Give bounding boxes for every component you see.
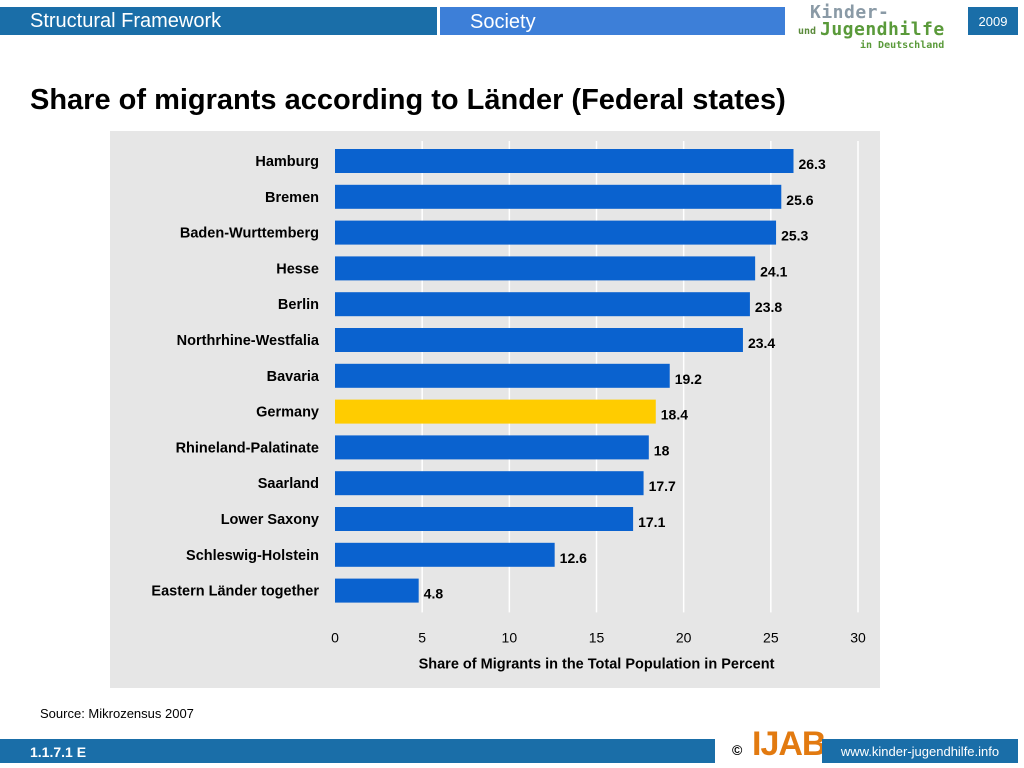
copyright-symbol: © [732, 742, 743, 758]
bar [335, 220, 777, 245]
logo-line-3: in Deutschland [860, 40, 945, 51]
header-topic-title: Society [440, 7, 785, 35]
category-label: Saarland [258, 476, 319, 492]
bar [335, 471, 644, 496]
bar-chart: 0 5 10 15 20 25 30 Hamburg 26.3 Bremen 25.6 Baden-W… [110, 131, 880, 688]
data-label: 18.4 [661, 407, 688, 423]
data-label: 4.8 [424, 586, 444, 602]
kinder-jugendhilfe-logo: Kinder- und Jugendhilfe in Deutschland [798, 2, 958, 52]
bar [335, 363, 670, 388]
bar [335, 578, 419, 603]
category-label: Eastern Länder together [151, 584, 319, 600]
category-label: Germany [256, 405, 319, 421]
data-label: 19.2 [675, 371, 702, 387]
bar [335, 328, 743, 352]
category-label: Baden-Wurttemberg [180, 226, 319, 242]
logo-line-2-prefix: und [798, 26, 817, 37]
category-label: Lower Saxony [221, 512, 319, 528]
bar [335, 542, 555, 567]
chart-container: 0 5 10 15 20 25 30 Hamburg 26.3 Bremen 25.6 Baden-W… [110, 131, 880, 688]
data-label: 23.4 [748, 335, 775, 351]
bar [335, 399, 656, 424]
category-label: Hesse [276, 261, 319, 277]
category-label: Berlin [278, 297, 319, 313]
logo-line-1: Kinder- [810, 2, 890, 23]
logo-line-2: Jugendhilfe [820, 19, 945, 40]
category-label: Bremen [265, 190, 319, 206]
x-axis-label: Share of Migrants in the Total Populatio… [419, 656, 775, 672]
ijab-logo: IJAB [752, 725, 826, 767]
data-label: 17.1 [638, 514, 665, 530]
x-tick-label: 0 [331, 629, 339, 645]
x-tick-label: 10 [502, 629, 518, 645]
data-label: 26.3 [798, 156, 825, 172]
bar [335, 292, 750, 317]
footer-bar: 1.1.7.1 E [0, 739, 715, 763]
source-note: Source: Mikrozensus 2007 [40, 706, 194, 721]
x-tick-label: 30 [850, 629, 866, 645]
category-label: Hamburg [255, 154, 319, 170]
data-label: 17.7 [649, 478, 676, 494]
data-label: 25.3 [781, 228, 808, 244]
website-link[interactable]: www.kinder-jugendhilfe.info [822, 739, 1018, 763]
data-label: 23.8 [755, 299, 782, 315]
data-label: 18 [654, 442, 670, 458]
header-section-title: Structural Framework [0, 7, 437, 35]
x-tick-label: 15 [589, 629, 605, 645]
x-tick-label: 25 [763, 629, 779, 645]
header-bar: Structural Framework Society [0, 7, 785, 35]
ijab-logo-text: IJAB [752, 725, 826, 763]
bar [335, 256, 756, 281]
bar [335, 435, 649, 460]
category-label: Northrhine-Westfalia [177, 333, 320, 349]
category-label: Bavaria [267, 369, 320, 385]
data-label: 24.1 [760, 263, 787, 279]
slide-id: 1.1.7.1 E [30, 744, 87, 760]
page-title: Share of migrants according to Länder (F… [30, 84, 786, 116]
bar [335, 149, 794, 173]
x-tick-label: 20 [676, 629, 692, 645]
data-label: 25.6 [786, 192, 813, 208]
category-label: Schleswig-Holstein [186, 548, 319, 564]
category-label: Rhineland-Palatinate [176, 440, 319, 456]
year-badge: 2009 [968, 7, 1018, 35]
data-label: 12.6 [560, 550, 587, 566]
x-tick-label: 5 [418, 629, 426, 645]
bar [335, 507, 634, 531]
bar [335, 184, 782, 209]
